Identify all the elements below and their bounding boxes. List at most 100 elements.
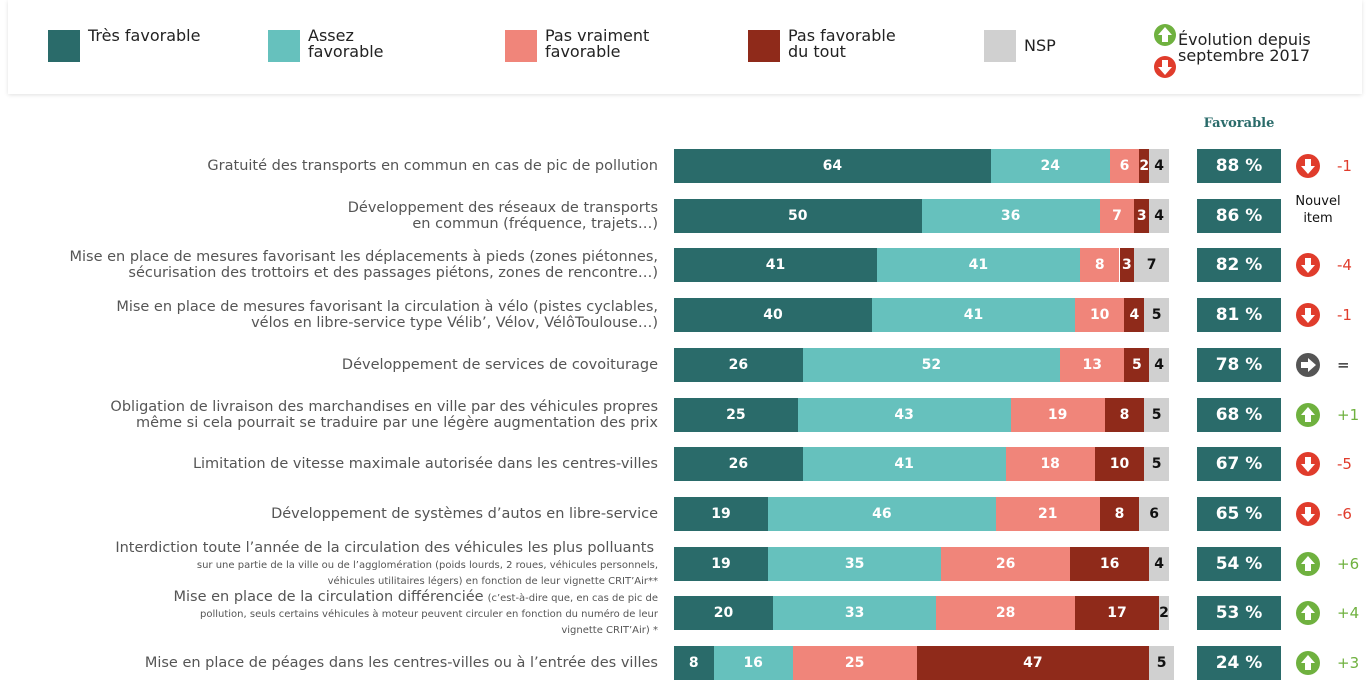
bar-value-label: 21 [1037,505,1058,522]
row-label-text: Limitation de vitesse maximale autorisée… [192,456,658,473]
bar-value-label: 8 [688,655,699,671]
bar-value-label: 6 [1149,505,1160,522]
legend-swatch [984,30,1016,62]
bar-value-label: 13 [1082,356,1102,373]
bar-segment [1134,198,1150,233]
bar-value-label: 36 [1000,207,1021,224]
bar-segment [1109,149,1140,183]
bar-segment [674,397,798,432]
bar-value-label: 19 [711,505,731,522]
bar-value-label: 19 [1047,406,1068,423]
bar-segment [1099,198,1135,233]
row-label-text: Développement des réseaux de transports … [347,199,658,232]
favorable-value: 82 % [1197,248,1281,283]
evolution-label: -5 [1337,455,1352,474]
bar-segment [1104,397,1145,432]
favorable-value: 54 % [1197,546,1281,581]
legend-label: NSP [1024,36,1056,55]
bar-segment [1099,496,1140,531]
favorable-value: 24 % [1197,646,1281,680]
bar-segment [1144,298,1169,333]
bar-segment [674,496,769,531]
bar-value-label: 25 [844,655,865,671]
bar-segment [1079,248,1120,283]
bar-value-label: 52 [921,356,942,373]
bar-segment [674,347,803,382]
evolution-label: -1 [1337,306,1352,325]
legend-label: Pas favorable du tout [788,26,896,61]
bar-value-label: 33 [844,605,865,622]
favorable-value: 86 % [1197,198,1281,233]
evolution-label: -4 [1337,256,1352,275]
row-label-text: Mise en place de mesures favorisant les … [69,249,658,282]
bar-value-label: 8 [1094,257,1105,274]
bar-value-label: 25 [726,406,746,423]
evolution-arrow [1296,452,1320,477]
bar-segment [768,496,996,531]
bar-segment [768,546,942,581]
bar-segment [916,646,1150,680]
bar-value-label: 4 [1154,207,1164,224]
bar-value-label: 5 [1151,456,1162,473]
bar-value-label: 8 [1114,505,1125,522]
row-label-text: Mise en place de mesures favorisant la c… [116,299,658,332]
bar-value-label: 41 [765,257,786,274]
bar-value-label: 4 [1154,356,1164,373]
bar-segment [1060,347,1125,382]
bar-value-label: 2 [1159,605,1169,622]
bar-value-label: 26 [728,356,749,373]
bar-value-label: 20 [713,605,734,622]
bar-value-label: 10 [1109,456,1130,473]
bar-segment [1005,447,1095,482]
bar-segment [1074,298,1125,333]
bar-segment [674,646,714,680]
favorable-title: Favorable [1203,116,1275,131]
bar-value-label: 17 [1107,605,1127,622]
bar-value-label: 41 [894,456,914,473]
row-label: Développement de services de covoiturage [342,357,658,373]
favorable-value: 67 % [1197,447,1281,482]
bar-value-label: 64 [822,158,843,174]
bar-value-label: 41 [963,307,984,324]
bar-segment [1124,298,1145,333]
row-label-text: Interdiction toute l’année de la circula… [115,539,654,556]
legend-label: Assez favorable [308,26,384,61]
bar-value-label: 43 [894,406,914,423]
bar-value-label: 50 [788,207,808,224]
legend-label: Pas vraiment favorable [545,26,650,61]
legend-swatch [505,30,537,62]
bar-segment [1074,596,1160,631]
bar-segment [1149,347,1169,382]
bar-segment [773,596,937,631]
bar-segment [797,397,1011,432]
evolution-arrow [1296,303,1320,328]
bar-segment [674,198,922,233]
bar-segment [1139,149,1150,183]
favorable-value: 81 % [1197,298,1281,333]
favorable-value: 78 % [1197,347,1281,382]
bar-segment [936,596,1075,631]
evolution-arrow [1296,352,1320,377]
evolution-arrow [1296,501,1320,526]
bar-value-label: 8 [1119,406,1130,423]
bar-value-label: 19 [711,555,731,572]
evolution-arrow [1296,402,1320,427]
bar-value-label: 18 [1040,456,1060,473]
row-label-note: sur une partie de la ville ou de l’agglo… [196,559,658,587]
evolution-label: Nouvel item [1295,193,1341,226]
legend-icons [1153,22,1179,86]
bar-segment [713,646,793,680]
row-label: Mise en place de la circulation différen… [174,589,659,637]
bar-segment [1010,397,1105,432]
bar-segment [1149,198,1169,233]
bar-segment [921,198,1100,233]
evolution-label: +6 [1337,554,1360,573]
evolution-label: +1 [1337,405,1360,424]
bar-value-label: 35 [844,555,865,572]
evolution-arrow [1296,651,1320,675]
bar-segment [995,496,1100,531]
bar-segment [1149,646,1174,680]
bar-value-label: 4 [1154,158,1164,174]
evolution-label: -6 [1337,504,1352,523]
bar-value-label: 3 [1122,257,1132,274]
